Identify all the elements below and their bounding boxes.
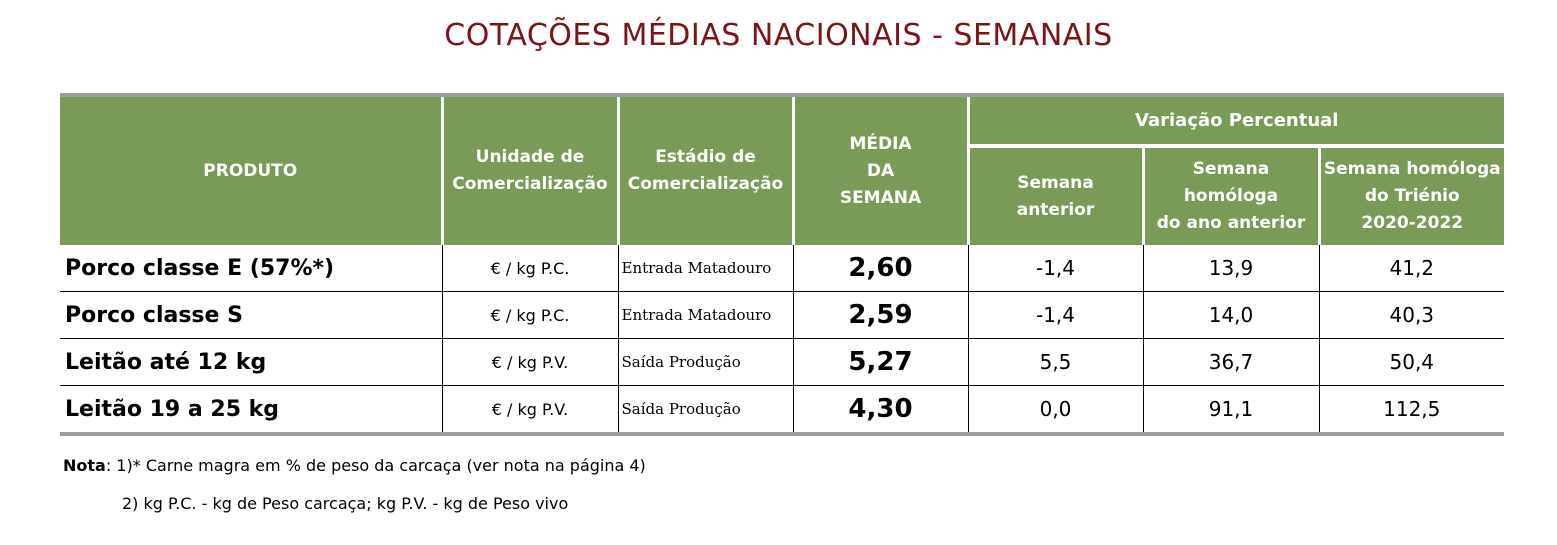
cell-homologa-trienio: 112,5 [1318, 385, 1505, 436]
cell-produto: Porco classe S [60, 291, 443, 339]
quotes-table: PRODUTO Unidade de Comercialização Estádi… [60, 93, 1505, 436]
cell-semana-anterior: -1,4 [967, 291, 1144, 339]
header-estadio: Estádio de Comercialização [616, 93, 795, 245]
table-row: Porco classe E (57%*) € / kg P.C. Entrad… [60, 245, 1505, 292]
cell-unidade: € / kg P.C. [441, 291, 619, 339]
subheader-row: Semana anterior Semana homóloga do ano ant… [60, 146, 1505, 245]
footnote-1: Nota: 1)* Carne magra em % de peso da ca… [63, 456, 646, 475]
cell-homologa-trienio: 40,3 [1318, 291, 1505, 339]
header-media: MÉDIA DA SEMANA [791, 93, 970, 245]
cell-homologa-trienio: 50,4 [1318, 338, 1505, 386]
header-variacao: Variação Percentual [966, 93, 1505, 148]
cell-unidade: € / kg P.V. [441, 385, 619, 436]
header-homologa-trienio: Semana homóloga do Triénio 2020-2022 [1317, 146, 1505, 245]
table-row: Porco classe S € / kg P.C. Entrada Matad… [60, 291, 1505, 339]
cell-produto: Leitão até 12 kg [60, 338, 443, 386]
cell-estadio: Saída Produção [617, 338, 794, 386]
cell-homologa-ano: 14,0 [1142, 291, 1320, 339]
header-produto: PRODUTO [60, 93, 444, 245]
cell-media: 5,27 [792, 338, 969, 386]
cell-semana-anterior: 5,5 [967, 338, 1144, 386]
header-row: PRODUTO Unidade de Comercialização Estádi… [60, 93, 1505, 245]
page-title: COTAÇÕES MÉDIAS NACIONAIS - SEMANAIS [444, 18, 1113, 53]
cell-semana-anterior: 0,0 [967, 385, 1144, 436]
cell-semana-anterior: -1,4 [967, 245, 1144, 292]
cell-homologa-trienio: 41,2 [1318, 245, 1505, 292]
cell-produto: Porco classe E (57%*) [60, 245, 443, 292]
header-semana-anterior: Semana anterior [966, 146, 1145, 245]
cell-estadio: Entrada Matadouro [617, 245, 794, 292]
cell-media: 2,60 [792, 245, 969, 292]
header-homologa-ano: Semana homóloga do ano anterior [1141, 146, 1321, 245]
cell-homologa-ano: 91,1 [1142, 385, 1320, 436]
footnote-label: Nota [63, 456, 106, 475]
cell-homologa-ano: 13,9 [1142, 245, 1320, 292]
cell-estadio: Entrada Matadouro [617, 291, 794, 339]
header-unidade: Unidade de Comercialização [440, 93, 620, 245]
cell-produto: Leitão 19 a 25 kg [60, 385, 443, 436]
cell-media: 2,59 [792, 291, 969, 339]
cell-unidade: € / kg P.V. [441, 338, 619, 386]
cell-estadio: Saída Produção [617, 385, 794, 436]
footnote-2: 2) kg P.C. - kg de Peso carcaça; kg P.V.… [122, 494, 569, 513]
table-row: Leitão 19 a 25 kg € / kg P.V. Saída Prod… [60, 385, 1505, 436]
footnote-1-text: : 1)* Carne magra em % de peso da carcaç… [105, 456, 646, 475]
cell-homologa-ano: 36,7 [1142, 338, 1320, 386]
cell-unidade: € / kg P.C. [441, 245, 619, 292]
cell-media: 4,30 [792, 385, 969, 436]
table-row: Leitão até 12 kg € / kg P.V. Saída Produ… [60, 338, 1505, 386]
